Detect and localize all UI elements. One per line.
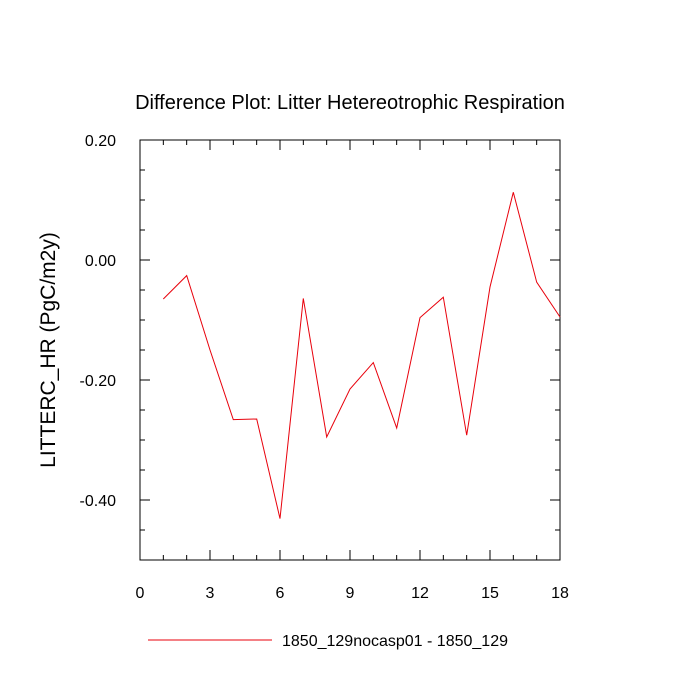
chart-title: Difference Plot: Litter Hetereotrophic R… — [135, 92, 565, 114]
minor-ticks — [140, 140, 560, 561]
legend: 1850_129nocasp01 - 1850_129 — [148, 633, 508, 650]
x-tick-labels: 0 3 6 9 12 15 18 — [136, 585, 569, 602]
series-line-0 — [162, 192, 561, 519]
plot-area-frame — [139, 139, 561, 561]
x-tick-label: 15 — [481, 585, 499, 602]
y-tick-label: -0.20 — [80, 373, 117, 390]
major-ticks — [139, 139, 561, 560]
x-tick-label: 9 — [346, 585, 355, 602]
series-layer — [162, 192, 561, 519]
legend-label: 1850_129nocasp01 - 1850_129 — [282, 633, 508, 650]
y-tick-label: 0.00 — [85, 253, 116, 270]
y-axis-label: LITTERC_HR (PgC/m2y) — [37, 232, 60, 468]
y-tick-label: -0.40 — [80, 493, 117, 510]
x-tick-label: 3 — [206, 585, 215, 602]
x-tick-label: 0 — [136, 585, 145, 602]
y-tick-labels: 0.20 0.00 -0.20 -0.40 — [80, 133, 117, 510]
x-tick-label: 18 — [551, 585, 569, 602]
x-tick-label: 12 — [411, 585, 429, 602]
y-tick-label: 0.20 — [85, 133, 116, 150]
x-tick-label: 6 — [276, 585, 285, 602]
